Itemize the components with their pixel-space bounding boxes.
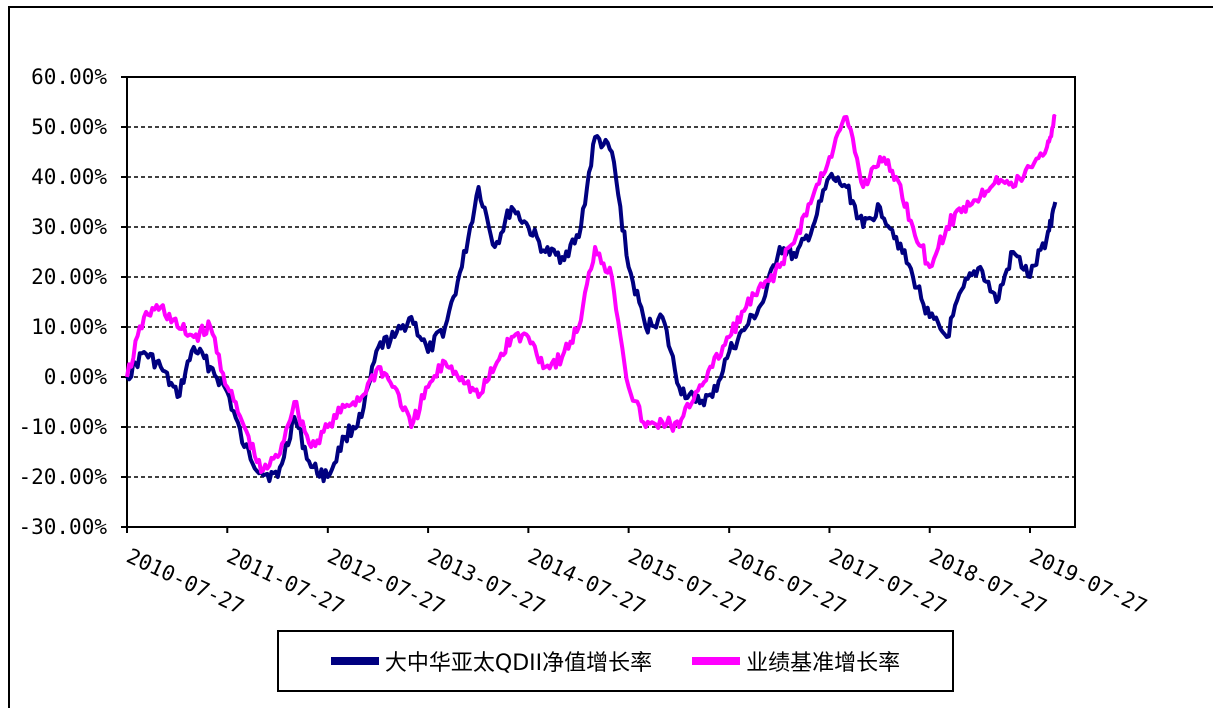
legend-swatch-benchmark	[692, 657, 741, 665]
legend-swatch-nav	[330, 657, 379, 665]
y-axis-ticks: 60.00% 50.00% 40.00% 30.00% 20.00% 10.00% 0.00…	[18, 65, 127, 539]
y-tick-label: 10.00%	[31, 315, 107, 339]
legend-label-nav: 大中华亚太QDII净值增长率	[384, 651, 653, 676]
series-line-nav	[125, 134, 1058, 484]
y-tick-label: 20.00%	[31, 265, 107, 289]
y-tick-label: -10.00%	[18, 415, 107, 439]
y-tick-label: -20.00%	[18, 465, 107, 489]
y-tick-label: -30.00%	[18, 515, 107, 539]
series-lines	[125, 114, 1058, 484]
y-tick-label: 40.00%	[31, 165, 107, 189]
legend: 大中华亚太QDII净值增长率 业绩基准增长率	[277, 630, 954, 692]
line-chart: 60.00% 50.00% 40.00% 30.00% 20.00% 10.00% 0.00…	[18, 65, 1151, 619]
chart-frame	[8, 6, 1213, 708]
y-tick-label: 30.00%	[31, 215, 107, 239]
legend-item-benchmark: 业绩基准增长率	[692, 645, 900, 677]
plot-area	[126, 76, 1076, 528]
y-tick-label: 60.00%	[31, 65, 107, 89]
gridlines	[127, 126, 1075, 478]
legend-item-nav: 大中华亚太QDII净值增长率	[330, 645, 653, 677]
y-tick-label: 50.00%	[31, 115, 107, 139]
legend-label-benchmark: 业绩基准增长率	[746, 651, 901, 676]
series-line-benchmark	[125, 114, 1057, 474]
y-tick-label: 0.00%	[44, 365, 108, 389]
x-axis-ticks: 2010-07-272011-07-272012-07-272013-07-27…	[123, 527, 1151, 619]
